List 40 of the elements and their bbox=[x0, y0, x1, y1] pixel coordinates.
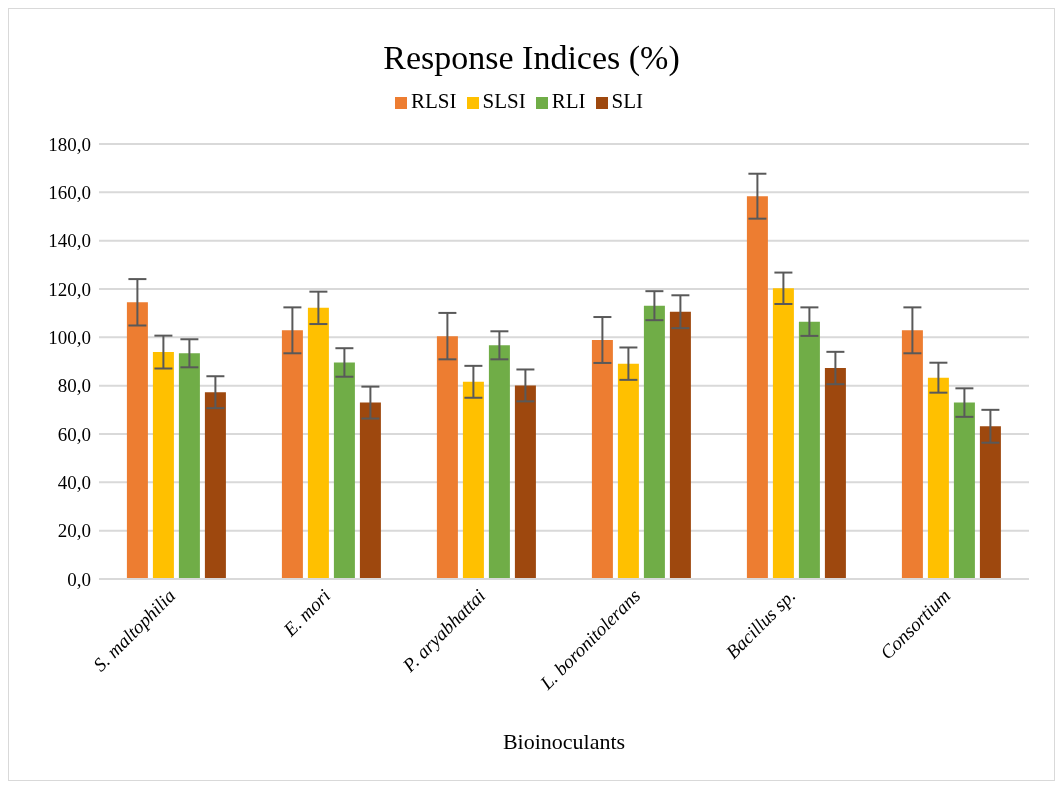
bar bbox=[152, 352, 174, 579]
bar bbox=[798, 321, 820, 579]
bar bbox=[436, 336, 458, 579]
y-tick-label: 40,0 bbox=[57, 472, 91, 494]
y-tick-label: 0,0 bbox=[67, 568, 91, 590]
y-tick-label: 180,0 bbox=[48, 133, 91, 155]
y-tick-label: 140,0 bbox=[48, 230, 91, 252]
bar bbox=[462, 381, 484, 579]
y-tick-label: 60,0 bbox=[57, 423, 91, 445]
legend-label: RLSI bbox=[410, 89, 457, 113]
bar bbox=[514, 385, 536, 579]
bar bbox=[669, 311, 691, 579]
legend-label: SLI bbox=[611, 89, 644, 113]
bar bbox=[953, 402, 975, 579]
chart-title: Response Indices (%) bbox=[382, 39, 681, 77]
bar bbox=[746, 196, 768, 579]
bar bbox=[488, 345, 510, 579]
bar bbox=[333, 362, 355, 579]
bar bbox=[927, 377, 949, 579]
bar bbox=[643, 305, 665, 579]
bar bbox=[979, 426, 1001, 579]
bar bbox=[307, 307, 329, 579]
bar bbox=[281, 330, 303, 579]
y-tick-label: 120,0 bbox=[48, 278, 91, 300]
bar bbox=[178, 353, 200, 579]
y-tick-label: 100,0 bbox=[48, 327, 91, 349]
bar bbox=[824, 368, 846, 579]
bar bbox=[772, 288, 794, 579]
bar bbox=[617, 363, 639, 579]
legend-label: RLI bbox=[551, 89, 586, 113]
bar bbox=[901, 330, 923, 579]
legend-label: SLSI bbox=[482, 89, 526, 113]
y-tick-label: 20,0 bbox=[57, 520, 91, 542]
bar bbox=[204, 392, 226, 579]
bar bbox=[591, 339, 613, 579]
y-tick-label: 160,0 bbox=[48, 182, 91, 204]
y-tick-label: 80,0 bbox=[57, 375, 91, 397]
bar bbox=[126, 302, 148, 579]
x-axis-title: Bioinoculants bbox=[502, 729, 626, 754]
bar bbox=[359, 402, 381, 579]
